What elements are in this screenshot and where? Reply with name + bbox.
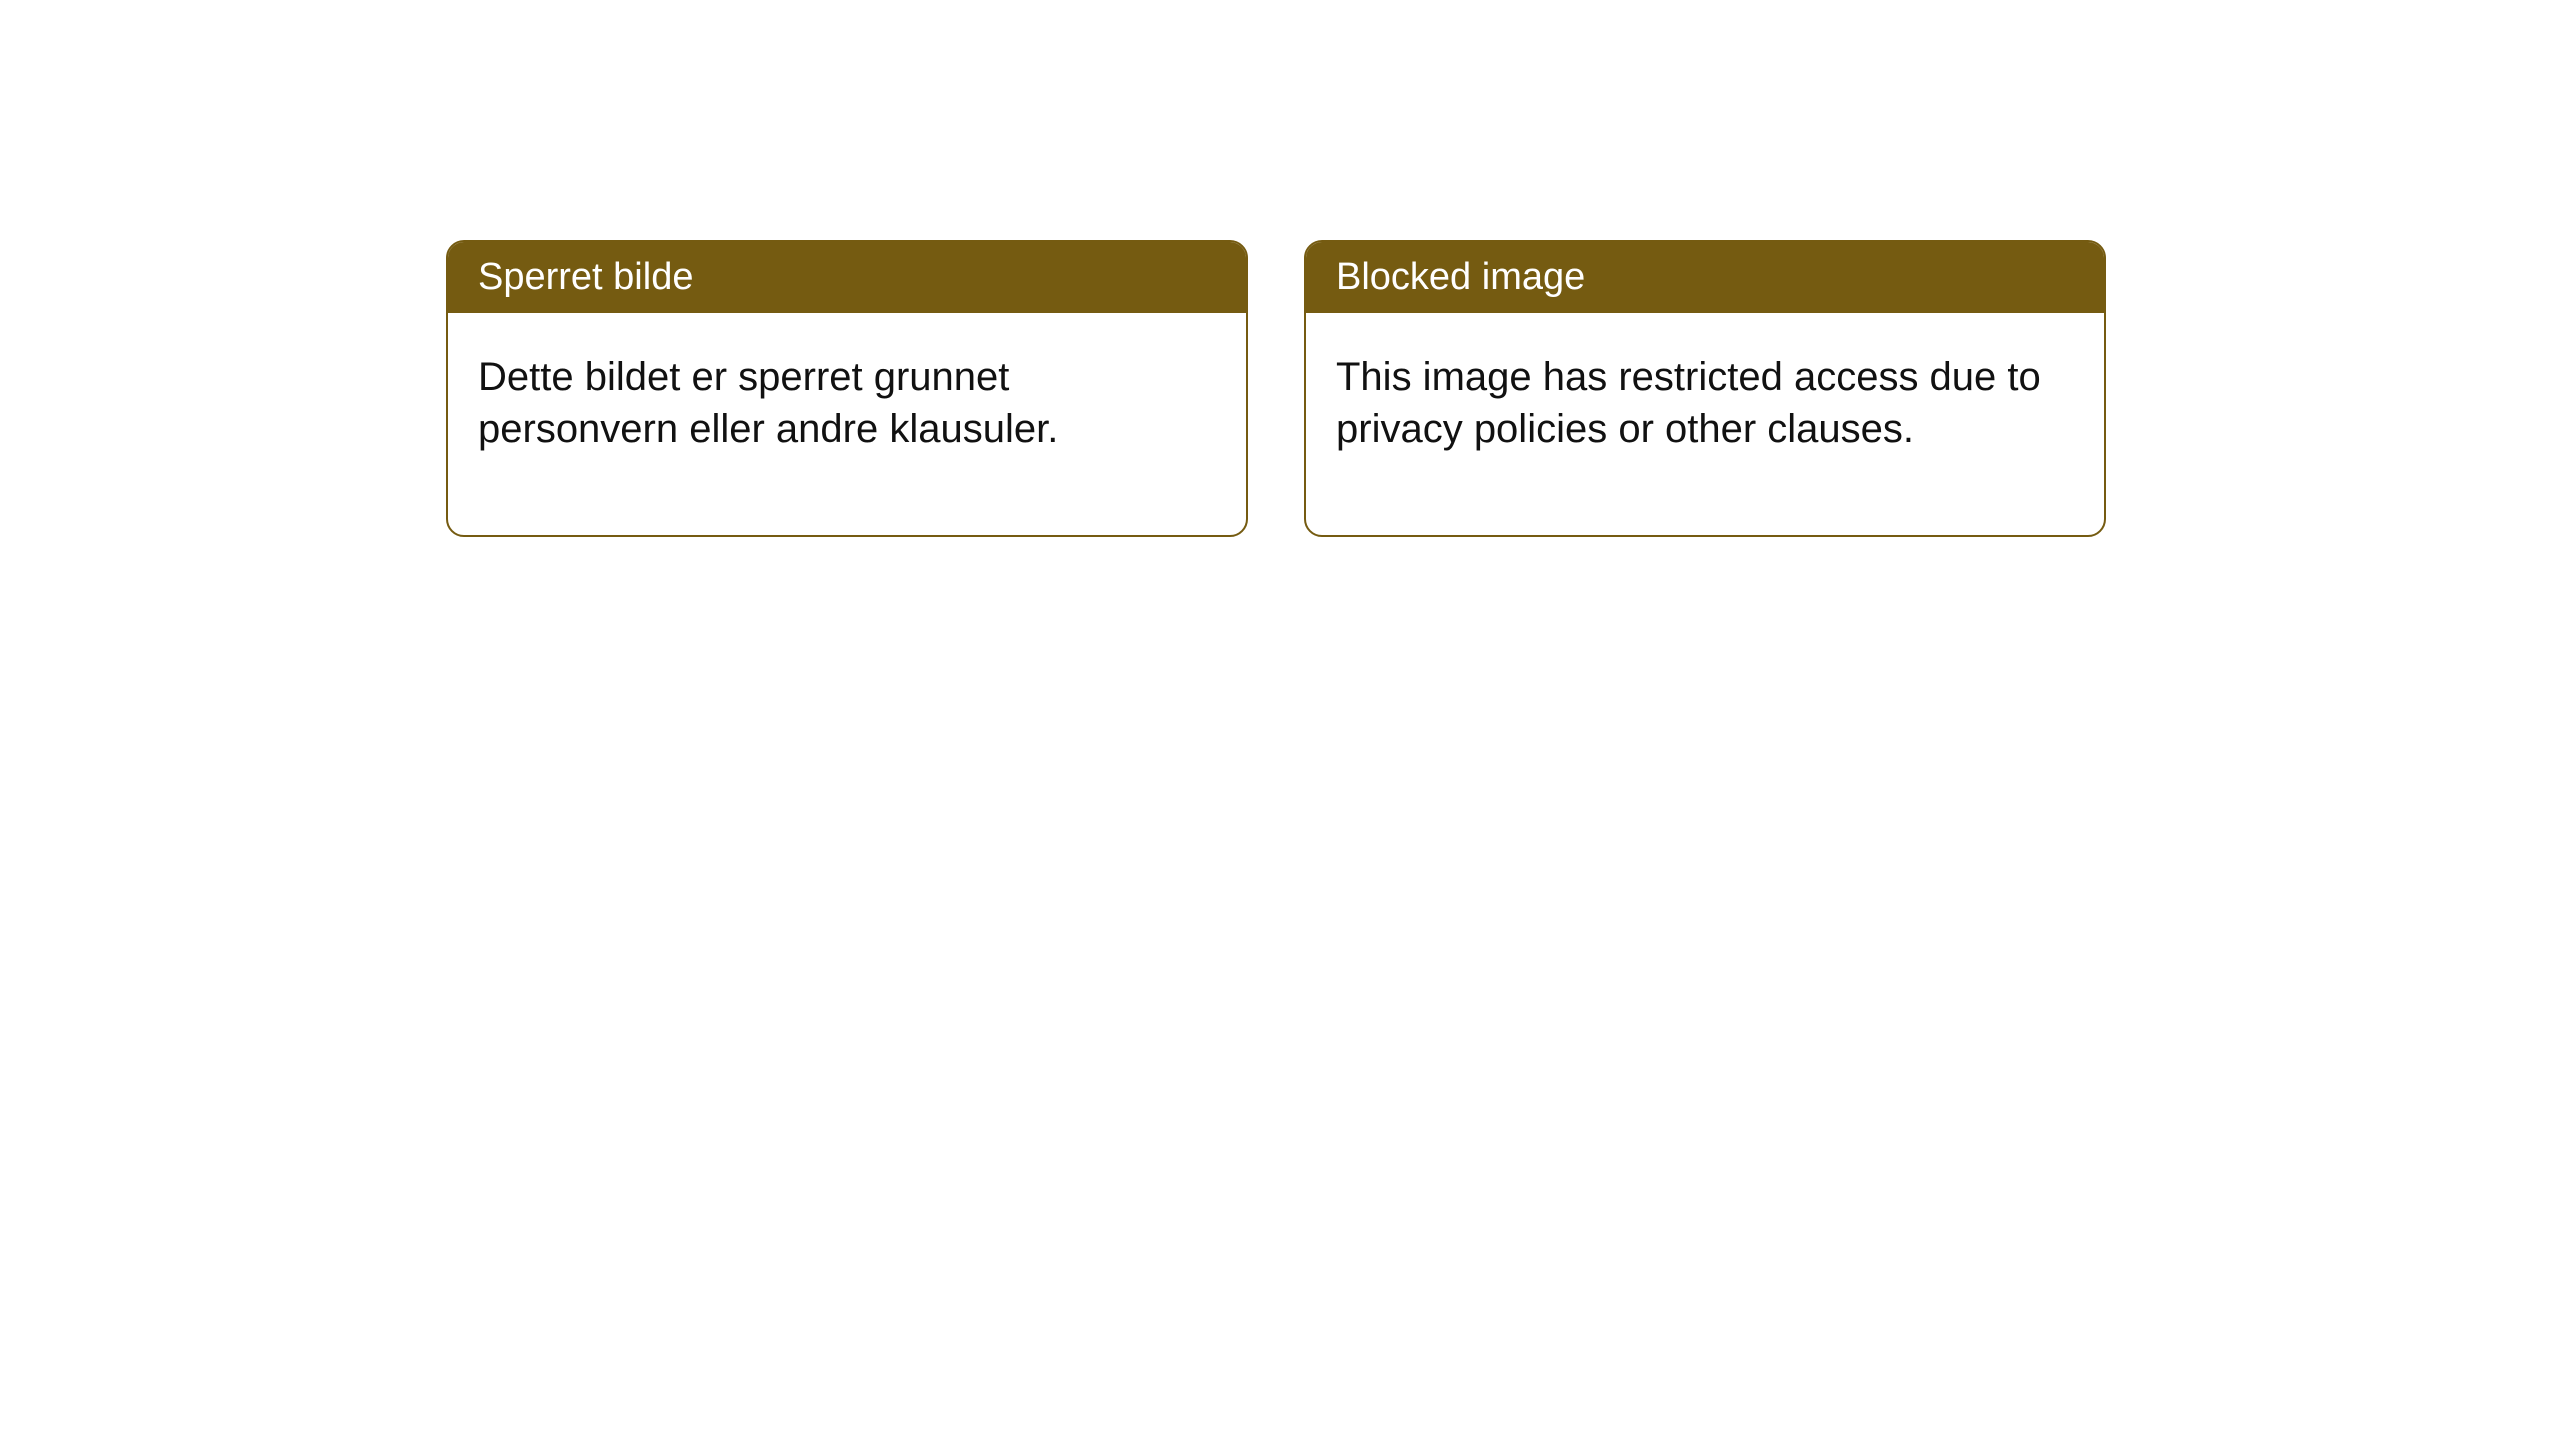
card-title: Sperret bilde: [478, 256, 693, 298]
card-body: Dette bildet er sperret grunnet personve…: [448, 313, 1246, 535]
card-body: This image has restricted access due to …: [1306, 313, 2104, 535]
notice-card-norwegian: Sperret bilde Dette bildet er sperret gr…: [446, 240, 1248, 537]
card-title: Blocked image: [1336, 256, 1585, 298]
card-header: Blocked image: [1306, 242, 2104, 313]
card-body-text: Dette bildet er sperret grunnet personve…: [478, 355, 1058, 451]
card-header: Sperret bilde: [448, 242, 1246, 313]
notice-card-english: Blocked image This image has restricted …: [1304, 240, 2106, 537]
notice-cards-container: Sperret bilde Dette bildet er sperret gr…: [446, 240, 2106, 537]
card-body-text: This image has restricted access due to …: [1336, 355, 2041, 451]
